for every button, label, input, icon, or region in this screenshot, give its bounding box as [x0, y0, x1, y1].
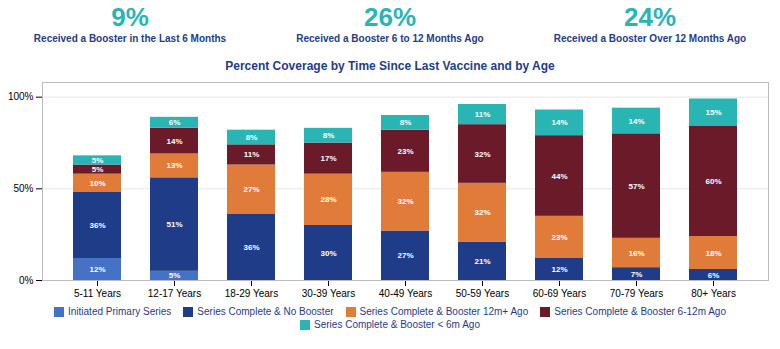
svg-text:27%: 27% [397, 251, 413, 260]
html-text:Received a Booster 6 to 12 Mon: Received a Booster 6 to 12 Months Ago [296, 33, 484, 44]
svg-text:36%: 36% [243, 243, 259, 252]
svg-text:8%: 8% [323, 131, 335, 140]
svg-text:27%: 27% [243, 185, 259, 194]
svg-text:21%: 21% [474, 257, 490, 266]
svg-text:6%: 6% [169, 118, 181, 127]
svg-text:23%: 23% [551, 233, 567, 242]
svg-text:8%: 8% [246, 133, 258, 142]
svg-text:13%: 13% [166, 161, 182, 170]
svg-text:36%: 36% [89, 221, 105, 230]
svg-text:50-59 Years: 50-59 Years [456, 288, 509, 299]
svg-text:32%: 32% [397, 197, 413, 206]
svg-text:5-11 Years: 5-11 Years [74, 288, 121, 299]
svg-text:18-29 Years: 18-29 Years [225, 288, 278, 299]
html-text:Series Complete & No Booster: Series Complete & No Booster [197, 306, 334, 317]
svg-text:80+ Years: 80+ Years [691, 288, 736, 299]
svg-text:5%: 5% [92, 165, 104, 174]
svg-text:28%: 28% [320, 195, 336, 204]
svg-text:14%: 14% [628, 117, 644, 126]
html-text:26%: 26% [364, 2, 416, 32]
svg-text:32%: 32% [474, 208, 490, 217]
svg-text:14%: 14% [166, 137, 182, 146]
html-text:Percent Coverage by Time Since: Percent Coverage by Time Since Last Vacc… [225, 59, 555, 73]
svg-text:15%: 15% [705, 108, 721, 117]
svg-text:14%: 14% [551, 118, 567, 127]
svg-text:30-39 Years: 30-39 Years [302, 288, 355, 299]
svg-text:70-79 Years: 70-79 Years [610, 288, 663, 299]
svg-text:5%: 5% [92, 156, 104, 165]
svg-text:57%: 57% [628, 182, 644, 191]
svg-text:44%: 44% [551, 172, 567, 181]
svg-text:10%: 10% [89, 179, 105, 188]
svg-text:100%: 100% [8, 91, 34, 102]
svg-text:18%: 18% [705, 249, 721, 258]
svg-text:16%: 16% [628, 249, 644, 258]
svg-text:23%: 23% [397, 147, 413, 156]
html-text:Series Complete & Booster 12m+: Series Complete & Booster 12m+ Ago [359, 306, 529, 317]
svg-text:8%: 8% [400, 118, 412, 127]
svg-text:7%: 7% [631, 270, 643, 279]
svg-text:50%: 50% [13, 183, 33, 194]
svg-text:17%: 17% [320, 154, 336, 163]
svg-text:60-69 Years: 60-69 Years [533, 288, 586, 299]
svg-text:30%: 30% [320, 249, 336, 258]
svg-text:0%: 0% [19, 275, 34, 286]
html-text:Series Complete & Booster < 6m: Series Complete & Booster < 6m Ago [314, 319, 480, 330]
svg-text:11%: 11% [475, 110, 491, 119]
svg-text:6%: 6% [708, 271, 720, 280]
svg-text:40-49 Years: 40-49 Years [379, 288, 432, 299]
html-text:9%: 9% [111, 2, 149, 32]
html-text:24%: 24% [624, 2, 676, 32]
html-text:Received a Booster Over 12 Mon: Received a Booster Over 12 Months Ago [553, 33, 747, 44]
html-text:Series Complete & Booster 6-12: Series Complete & Booster 6-12m Ago [554, 306, 726, 317]
svg-text:12%: 12% [89, 265, 105, 274]
html-text:Received a Booster in the Last: Received a Booster in the Last 6 Months [33, 33, 227, 44]
svg-text:5%: 5% [169, 271, 181, 280]
svg-text:11%: 11% [244, 150, 260, 159]
html-text:Initiated Primary Series: Initiated Primary Series [68, 306, 172, 317]
svg-text:12-17 Years: 12-17 Years [148, 288, 201, 299]
svg-text:51%: 51% [166, 220, 182, 229]
svg-text:60%: 60% [705, 177, 721, 186]
svg-text:32%: 32% [474, 150, 490, 159]
svg-text:12%: 12% [551, 265, 567, 274]
